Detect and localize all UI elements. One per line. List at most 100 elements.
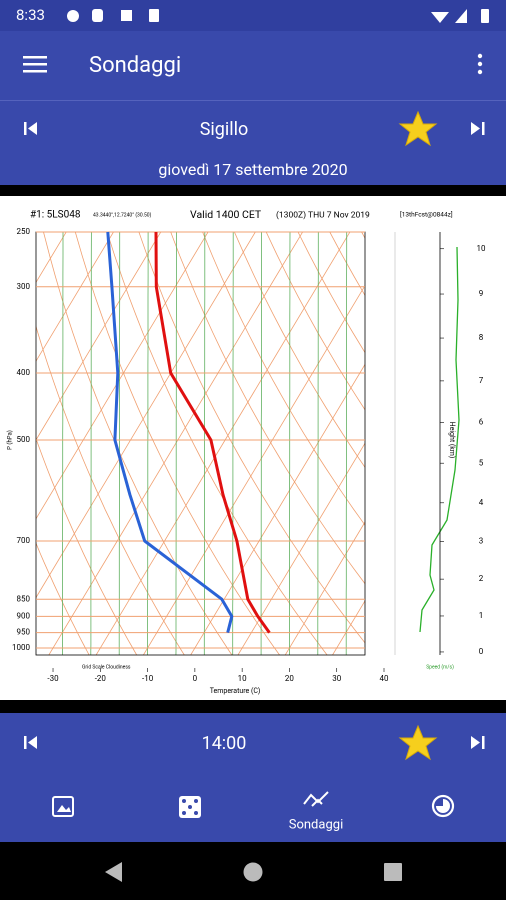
isotherm [142,284,365,655]
y-tick-label: 250 [17,227,31,236]
moist-line [147,232,149,655]
y2-tick-label: 7 [479,376,484,385]
x-tick-label: -10 [142,674,154,683]
app-bar [0,31,506,185]
y2-tick-label: 5 [479,458,484,467]
moist-line [232,232,234,655]
status-icons [67,9,489,23]
status-time: 8:33 [16,6,45,24]
dry-adiabat [170,232,365,585]
chart-run: (1300Z) THU 7 Nov 2019 [276,209,370,220]
moist-line [62,232,64,655]
menu-button[interactable] [23,56,47,73]
speed-label: Speed (m/s) [426,663,454,670]
profile-line [154,231,271,634]
y-tick-label: 1000 [12,643,30,652]
app-title: Sondaggi [89,53,181,78]
y-tick-label: 850 [17,594,31,603]
y-tick-label: 500 [17,435,31,444]
time: 14:00 [202,733,247,754]
profile-line [106,231,234,633]
y-tick-label: 300 [17,282,31,291]
nav-label: Sondaggi [289,817,343,832]
date: giovedì 17 settembre 2020 [158,160,347,179]
moist-line [345,232,348,655]
chart-background [0,196,506,700]
y2-tick-label: 8 [479,333,484,342]
y2-tick-label: 4 [479,498,484,507]
x-axis-label: Temperature (C) [210,687,261,695]
isotherm [237,442,365,655]
overflow-button[interactable] [477,53,483,75]
moist-line [203,232,206,655]
y2-tick-label: 1 [479,611,484,620]
previous-time-button[interactable] [24,736,37,749]
y2-tick-label: 0 [479,647,484,656]
next-time-button[interactable] [471,736,485,749]
y-tick-label: 700 [17,536,31,545]
y2-tick-label: 3 [479,537,484,546]
chart-title: #1: 5LS048 [30,210,81,221]
dry-adiabat [36,325,185,655]
home-button[interactable] [243,862,263,882]
isotherm [284,521,365,655]
dry-adiabat [43,232,233,655]
chart-forecast: [13thFcst@0844z] [400,210,453,219]
dry-adiabat [202,232,365,526]
x-tick-label: 40 [380,674,389,683]
recents-button[interactable] [384,863,402,881]
y-tick-label: 950 [17,628,31,637]
dry-adiabat [138,232,365,644]
isotherm [36,232,256,599]
dry-adiabat [234,232,365,468]
nav-image[interactable] [52,796,74,817]
isotherm [36,232,209,520]
nav-night[interactable] [431,794,455,818]
previous-button[interactable] [24,122,37,135]
y2-tick-label: 10 [477,244,486,253]
y-tick-label: 400 [17,368,31,377]
dry-adiabat [36,542,90,655]
chart-coordinates: 43.3440°,12.7240° (30.50) [93,211,152,218]
favorite-star[interactable] [398,110,438,147]
y-axis-label: P (hPa) [7,430,14,450]
isotherm [95,232,351,655]
moist-line [289,232,291,655]
y-tick-label: 900 [17,611,31,620]
moist-line [175,232,177,655]
next-button[interactable] [471,122,485,135]
wind-speed-profile [419,246,460,633]
x-tick-label: -20 [95,674,107,683]
moist-line [317,232,319,655]
isotherm [36,232,162,441]
back-button[interactable] [105,862,122,882]
x-tick-label: 20 [285,674,294,683]
location: Sigillo [200,119,249,140]
y2-tick-label: 6 [479,418,484,427]
moist-line [118,232,121,655]
y2-tick-label: 2 [479,574,484,583]
chart-valid: Valid 1400 CET [190,208,262,221]
x-tick-label: 30 [332,674,341,683]
x-tick-label: 0 [193,674,198,683]
nav-dice[interactable] [179,796,201,818]
nav-soundings[interactable] [303,791,329,807]
y2-axis-label: Height (km) [448,422,456,459]
moist-line [90,232,92,655]
dry-adiabat [36,437,138,655]
isotherm [48,232,304,655]
bottom-panel [0,713,506,842]
x-tick-label: 10 [238,674,247,683]
x-tick-label: -30 [47,674,59,683]
isotherm [36,232,114,362]
skew-t-chart: #1: 5LS048 43.3440°,12.7240° (30.50) Val… [7,208,486,695]
dry-adiabat [106,232,328,655]
cloud-label: Grid Scale Cloudiness [82,664,131,670]
y2-tick-label: 9 [479,289,484,298]
favorite-star[interactable] [398,724,438,761]
dry-adiabat [265,232,365,411]
status-bar [0,0,506,31]
isotherm [190,363,365,655]
